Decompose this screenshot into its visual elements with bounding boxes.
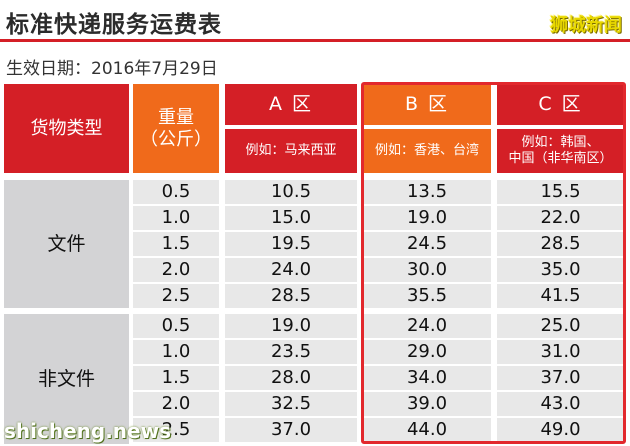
header-zone-b-example: 例如：香港、台湾 (363, 129, 491, 173)
zone-b-rate-cell: 19.0 (363, 206, 491, 230)
zone-c-rate-cell: 15.5 (497, 180, 624, 204)
zone-a-rate-cell: 23.5 (225, 340, 357, 364)
section-label-documents: 文件 (4, 180, 129, 308)
zone-c-rate-cell: 35.0 (497, 258, 624, 282)
weight-cell: 1.0 (133, 206, 219, 230)
zone-a-rate-cell: 15.0 (225, 206, 357, 230)
page-title: 标准快递服务运费表 (6, 12, 222, 38)
section-label-non-documents: 非文件 (4, 314, 129, 444)
zone-b-rate-cell: 44.0 (363, 418, 491, 442)
weight-cell: 2.0 (133, 392, 219, 416)
weight-cell: 0.5 (133, 180, 219, 204)
weight-cell: 1.0 (133, 340, 219, 364)
zone-b-rate-cell: 34.0 (363, 366, 491, 390)
weight-cell: 2.5 (133, 284, 219, 308)
zone-c-rate-cell: 37.0 (497, 366, 624, 390)
effective-date: 生效日期：2016年7月29日 (6, 59, 218, 79)
zone-c-rate-cell: 43.0 (497, 392, 624, 416)
zone-c-rate-cell: 49.0 (497, 418, 624, 442)
zone-c-rate-cell: 25.0 (497, 314, 624, 338)
watermark: shicheng.news (4, 419, 171, 443)
title-rule (0, 39, 630, 42)
brand-logo: 狮城新闻 (550, 15, 622, 36)
header-zone-c: C 区 (497, 84, 624, 125)
zone-a-rate-cell: 24.0 (225, 258, 357, 282)
zone-a-rate-cell: 28.0 (225, 366, 357, 390)
zone-c-rate-cell: 28.5 (497, 232, 624, 256)
zone-a-rate-cell: 10.5 (225, 180, 357, 204)
weight-cell: 1.5 (133, 366, 219, 390)
zone-a-rate-cell: 19.0 (225, 314, 357, 338)
zone-b-rate-cell: 39.0 (363, 392, 491, 416)
header-cargo-type: 货物类型 (4, 84, 129, 173)
zone-b-rate-cell: 24.0 (363, 314, 491, 338)
header-zone-b: B 区 (363, 84, 491, 125)
header-zone-a-example: 例如：马来西亚 (225, 129, 357, 173)
header-zone-c-example: 例如：韩国、 中国（非华南区） (497, 129, 624, 173)
zone-b-rate-cell: 30.0 (363, 258, 491, 282)
weight-cell: 2.5 (133, 418, 219, 442)
weight-cell: 2.0 (133, 258, 219, 282)
weight-cell: 1.5 (133, 232, 219, 256)
zone-b-rate-cell: 29.0 (363, 340, 491, 364)
zone-b-rate-cell: 24.5 (363, 232, 491, 256)
weight-cell: 0.5 (133, 314, 219, 338)
zone-a-rate-cell: 32.5 (225, 392, 357, 416)
zone-b-rate-cell: 35.5 (363, 284, 491, 308)
zone-a-rate-cell: 37.0 (225, 418, 357, 442)
zone-c-rate-cell: 22.0 (497, 206, 624, 230)
zone-c-rate-cell: 41.5 (497, 284, 624, 308)
zone-c-rate-cell: 31.0 (497, 340, 624, 364)
header-weight: 重量 （公斤） (133, 84, 219, 173)
zone-a-rate-cell: 28.5 (225, 284, 357, 308)
zone-a-rate-cell: 19.5 (225, 232, 357, 256)
header-zone-a: A 区 (225, 84, 357, 125)
zone-b-rate-cell: 13.5 (363, 180, 491, 204)
